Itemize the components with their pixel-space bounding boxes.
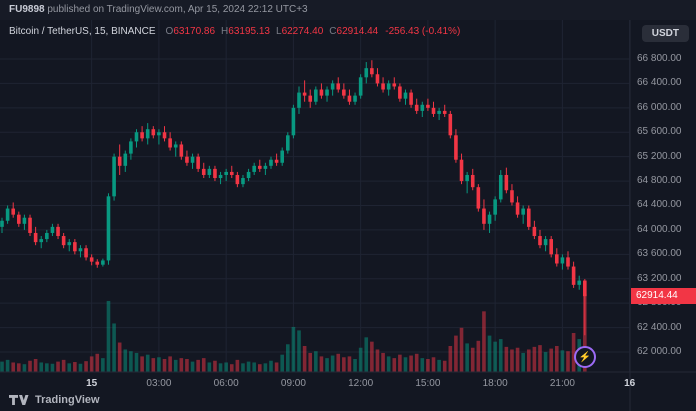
ohlc-open-label: O [165,26,174,37]
last-price-label: 62914.44 [631,288,696,305]
price-change: -256.43 (-0.41%) [385,26,461,37]
ohlc-high-label: H [221,26,229,37]
tradingview-logo-icon [9,395,29,405]
tradingview-logo-text: TradingView [35,394,100,406]
ohlc-close-label: C [329,26,337,37]
symbol-title[interactable]: Bitcoin / TetherUS, 15, BINANCE [9,26,156,37]
tradingview-attribution-logo[interactable]: TradingView [9,394,100,406]
ohlc-open-value: 63170.86 [173,26,216,37]
currency-toggle-button[interactable]: USDT [641,25,689,42]
ohlc-close-value: 62914.44 [336,26,379,37]
ohlc-low-value: 62274.40 [281,26,324,37]
flash-icon[interactable]: ⚡ [573,346,596,368]
attribution-text: published on TradingView.com, Apr 15, 20… [44,4,308,15]
chart-legend: Bitcoin / TetherUS, 15, BINANCE O63170.86… [9,26,460,37]
ohlc-high-value: 63195.13 [228,26,270,37]
ohlc-low-label: L [276,26,282,37]
flash-glyph: ⚡ [578,351,592,363]
attribution-bar: FU9898 published on TradingView.com, Apr… [0,0,696,20]
attribution-username: FU9898 [9,4,45,15]
